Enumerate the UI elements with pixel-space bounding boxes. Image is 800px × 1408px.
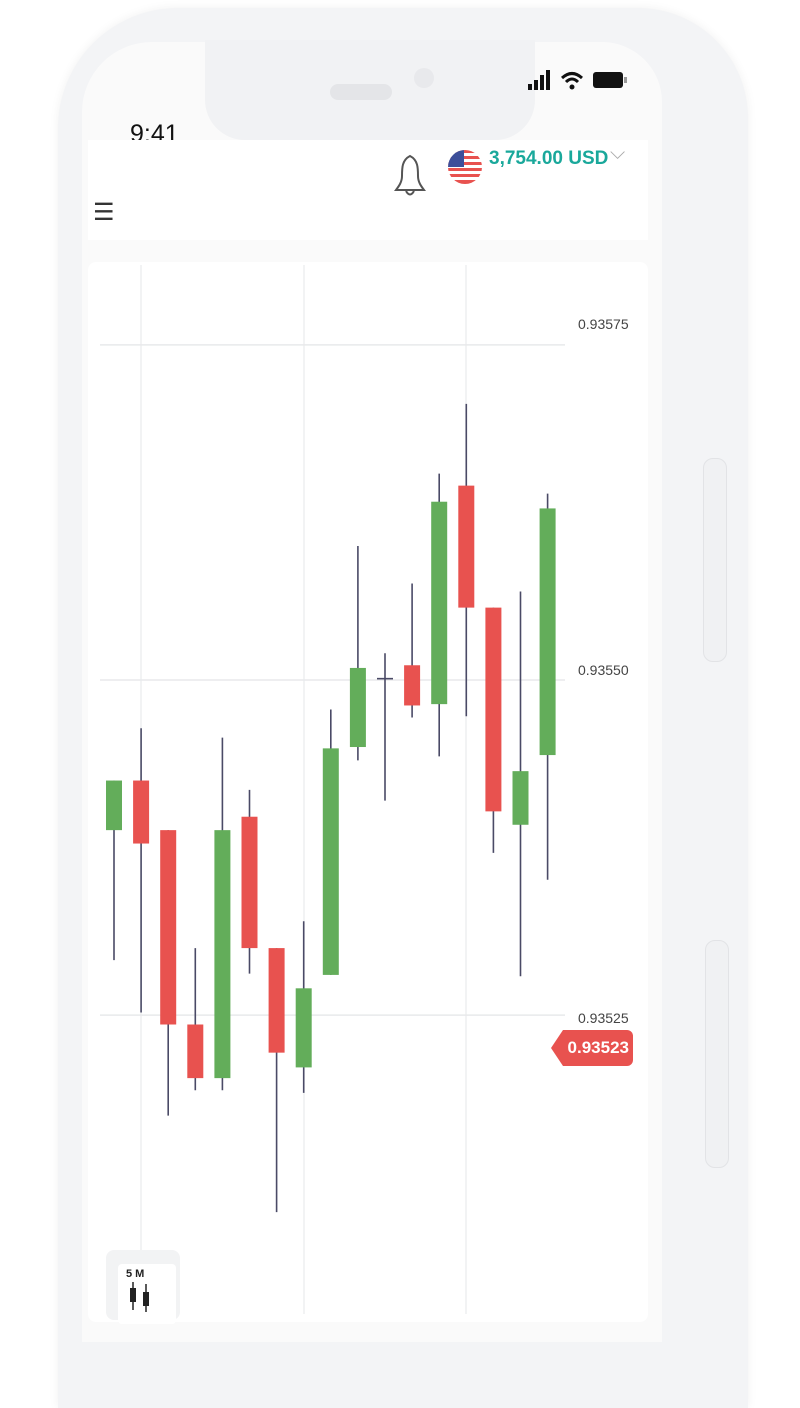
candle-body-up [214,830,231,1079]
candle-body-down [241,816,258,949]
current-price-tag: 0.93523 [551,1030,633,1066]
timeframe-label: 5 M [126,1268,145,1280]
candle-body-up [322,748,339,975]
candle-body-up [431,501,448,705]
speaker [330,84,392,100]
account-balance[interactable]: 3,754.00 USD [489,148,609,169]
candle-body-down [187,1024,204,1079]
app-header [88,140,648,240]
candle-body-up [106,780,122,831]
candle-body-down [160,830,177,1025]
chevron-down-icon[interactable]: ⌵ [610,142,626,164]
y-tick-label: 0.93575 [578,316,629,332]
status-icons [528,70,628,90]
battery-icon [593,72,627,88]
candlestick-icon [130,1282,149,1312]
candle-body-down [268,948,285,1053]
y-tick-label: 0.93550 [578,662,629,678]
timeframe-button[interactable]: 5 M [106,1250,180,1324]
candle-body-up [539,508,556,756]
phone-side-button [703,458,727,662]
y-tick-label: 0.93525 [578,1010,629,1026]
phone-side-button-lower [705,940,729,1168]
chart-panel[interactable] [88,262,648,1322]
candlestick-chart[interactable] [0,0,800,1314]
candle-body-down [133,780,150,844]
signal-icon [528,70,550,90]
candle-body-up [349,667,366,748]
candle-body-up [295,988,312,1068]
wifi-icon [560,72,584,90]
us-flag-icon[interactable] [448,150,482,184]
candle-body-up [512,771,529,825]
camera [414,68,434,88]
bell-icon[interactable] [393,152,427,200]
hamburger-icon[interactable]: ☰ [93,199,115,226]
candle-body-down [404,665,421,706]
candle-body-down [485,607,502,812]
candle-body-down [458,485,475,608]
